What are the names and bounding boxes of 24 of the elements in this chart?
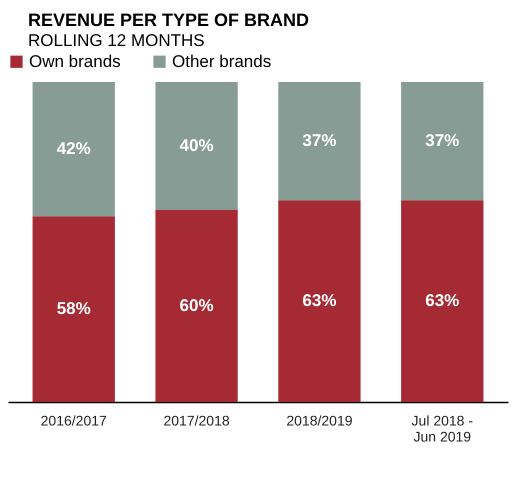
data-label: 42% bbox=[56, 139, 91, 158]
data-label: 40% bbox=[180, 136, 214, 155]
bar bbox=[32, 82, 115, 216]
bar bbox=[32, 216, 115, 402]
data-label: 63% bbox=[425, 291, 460, 310]
legend-label: Other brands bbox=[172, 52, 272, 71]
data-label: 58% bbox=[56, 299, 91, 318]
bar bbox=[278, 200, 361, 402]
chart-title: REVENUE PER TYPE OF BRAND bbox=[28, 10, 310, 30]
bar bbox=[401, 82, 484, 200]
data-label: 63% bbox=[302, 291, 336, 310]
legend-label: Own brands bbox=[29, 52, 121, 71]
x-tick-label: 2016/2017 bbox=[40, 412, 108, 428]
data-label: 37% bbox=[425, 131, 460, 150]
bar bbox=[155, 82, 238, 210]
x-tick-label: Jul 2018 - Jun 2019 bbox=[412, 412, 474, 444]
bar bbox=[278, 82, 361, 200]
bar bbox=[401, 200, 484, 402]
x-tick-label: 2017/2018 bbox=[163, 412, 230, 428]
data-label: 37% bbox=[302, 131, 336, 150]
bar bbox=[155, 210, 238, 402]
x-tick-label: 2018/2019 bbox=[286, 412, 353, 428]
data-label: 60% bbox=[180, 296, 214, 315]
chart-subtitle: ROLLING 12 MONTHS bbox=[28, 31, 205, 50]
